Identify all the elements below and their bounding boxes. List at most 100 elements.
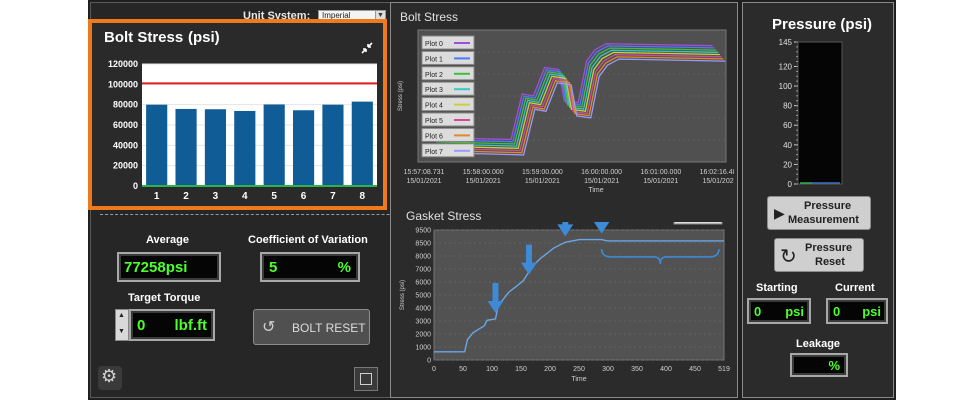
x-tick-label: 5: [271, 191, 277, 202]
pressure-reset-label-2: Reset: [815, 256, 845, 268]
legend-item: [421, 97, 475, 112]
legend-item: [421, 81, 475, 96]
pressure-measurement-button[interactable]: ▶ Pressure Measurement: [767, 196, 871, 230]
average-value: 77258psi: [124, 259, 188, 276]
bar: [292, 110, 315, 186]
bolt-stress-chart-title: Bolt Stress: [400, 10, 459, 24]
bar: [322, 104, 344, 186]
x-tick-label: 7: [330, 191, 336, 202]
series-line: [437, 49, 719, 147]
legend-item: [673, 222, 723, 225]
chevron-down-icon: ▼: [375, 11, 385, 21]
pressure-reset-label-1: Pressure: [805, 242, 853, 254]
app-window: Unit System: Imperial ▼ Bolt Stress (psi…: [88, 0, 896, 400]
y-tick-label: 4000: [415, 306, 431, 313]
decrement-icon[interactable]: ▼: [118, 328, 125, 335]
x-tick-time: 16:02:16.484: [700, 169, 734, 176]
bolt-stress-bar-panel: Bolt Stress (psi) 120000 100000 80000 60000…: [88, 19, 387, 210]
collapse-icon[interactable]: [360, 41, 374, 55]
pressure-reset-button[interactable]: ↻ Pressure Reset: [774, 238, 864, 272]
play-icon: ▶: [774, 205, 785, 221]
pressure-gauge: 145 120 100 80 60 40 20 0: [779, 38, 843, 189]
y-tick-label: 1000: [415, 345, 431, 352]
x-tick-label: 400: [660, 366, 672, 373]
legend-item: [421, 143, 475, 158]
series-line: [445, 58, 726, 156]
current-label: Current: [835, 282, 875, 294]
cov-label: Coefficient of Variation: [248, 234, 368, 246]
x-tick-label: 6: [301, 191, 307, 202]
bar: [175, 108, 197, 186]
y-tick-label: 40000: [113, 140, 138, 150]
x-tick-time: 16:01:00.000: [640, 169, 681, 176]
x-tick-date: 15/01/2021: [466, 178, 501, 185]
settings-button[interactable]: ⚙: [98, 366, 122, 390]
y-tick-label: 100000: [108, 79, 138, 89]
legend-item: [421, 50, 475, 65]
x-tick-date: 15/01/2021: [584, 178, 619, 185]
legend-item: [421, 35, 475, 50]
y-tick-label: 145: [779, 38, 793, 47]
stop-button[interactable]: [354, 367, 378, 391]
x-axis-label: Time: [588, 187, 603, 194]
refresh-icon: ↻: [780, 246, 797, 268]
x-tick-label: 350: [631, 366, 643, 373]
current-unit: psi: [862, 304, 881, 319]
x-tick-label: 519: [718, 366, 730, 373]
bar: [351, 101, 373, 186]
starting-label: Starting: [756, 282, 798, 294]
bolt-reset-label: BOLT RESET: [292, 321, 366, 335]
target-torque-stepper[interactable]: ▲ ▼: [115, 309, 129, 341]
x-tick-time: 15:57:08.731: [404, 169, 445, 176]
bolt-stress-line-chart: Plot 0 Plot 1 Plot 2 Plot 3 Plot 4 Plot 5 Plot…: [398, 29, 734, 194]
bolt-reset-button[interactable]: ↺ BOLT RESET: [253, 309, 370, 345]
target-torque-label: Target Torque: [128, 292, 201, 304]
x-tick-date: 15/01/2021: [702, 178, 734, 185]
y-tick-label: 60000: [113, 120, 138, 130]
starting-display: 0 psi: [747, 298, 811, 324]
series-line: [441, 54, 722, 152]
annotation-arrow: [557, 222, 574, 237]
pressure-measurement-label-2: Measurement: [788, 214, 859, 226]
x-tick-label: 3: [213, 191, 219, 202]
series-line: [434, 45, 715, 143]
series-line: [436, 47, 717, 145]
y-tick-label: 0: [133, 181, 138, 191]
x-tick-date: 15/01/2021: [525, 178, 560, 185]
legend-item: [421, 112, 475, 127]
legend-label: Plot 0: [425, 41, 443, 48]
bar: [263, 104, 285, 186]
cov-value: 5: [269, 259, 278, 276]
gear-icon: ⚙: [101, 366, 118, 386]
y-tick-label: 2000: [415, 332, 431, 339]
legend-label: Plot 2: [425, 72, 443, 79]
legend-label: Plot 3: [425, 87, 443, 94]
leakage-unit: %: [828, 358, 840, 373]
x-tick-time: 15:58:00.000: [463, 169, 504, 176]
x-tick-date: 15/01/2021: [406, 178, 441, 185]
current-value: 0: [833, 304, 841, 319]
bar: [146, 104, 168, 186]
target-torque-display[interactable]: 0 lbf.ft: [129, 309, 215, 341]
y-tick-label: 6000: [415, 280, 431, 287]
pressure-measurement-label-1: Pressure: [804, 200, 852, 212]
x-tick-label: 250: [573, 366, 585, 373]
gasket-chart-title: Gasket Stress: [406, 209, 482, 223]
y-tick-label: 100: [779, 82, 793, 91]
legend-item: [421, 66, 475, 81]
cov-unit: %: [337, 259, 351, 276]
legend-item: [421, 127, 475, 142]
target-torque-unit: lbf.ft: [174, 317, 207, 334]
y-tick-label: 60: [783, 121, 792, 130]
series-line: [443, 56, 724, 154]
x-tick-label: 4: [242, 191, 248, 202]
x-tick-time: 16:00:00.000: [581, 169, 622, 176]
increment-icon[interactable]: ▲: [118, 312, 125, 319]
y-tick-label: 120: [779, 62, 793, 71]
series-line: [439, 51, 720, 149]
series-line: [432, 43, 713, 141]
bar: [234, 110, 256, 186]
unit-system-value: Imperial: [322, 11, 351, 20]
bar: [204, 109, 227, 186]
y-tick-label: 0: [427, 358, 431, 365]
